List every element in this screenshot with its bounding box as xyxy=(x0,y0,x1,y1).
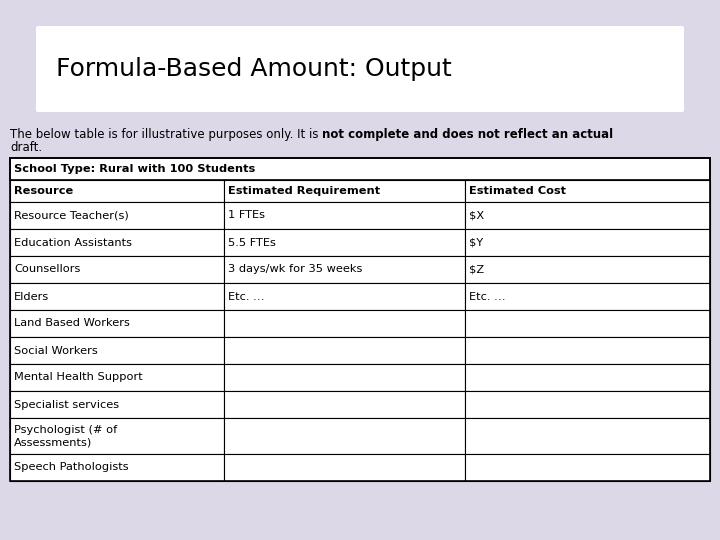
Text: The below table is for illustrative purposes only. It is: The below table is for illustrative purp… xyxy=(10,128,323,141)
Text: Etc. …: Etc. … xyxy=(228,292,264,301)
Text: Formula-Based Amount: Output: Formula-Based Amount: Output xyxy=(56,57,451,81)
Bar xyxy=(223,391,465,418)
Text: 5.5 FTEs: 5.5 FTEs xyxy=(228,238,275,247)
Text: Estimated Cost: Estimated Cost xyxy=(469,186,566,196)
Bar xyxy=(223,256,465,283)
Bar xyxy=(10,256,223,283)
Bar xyxy=(10,418,223,454)
Bar xyxy=(465,256,710,283)
Bar xyxy=(223,310,465,337)
Bar xyxy=(465,310,710,337)
Bar xyxy=(10,158,710,481)
Bar xyxy=(465,391,710,418)
FancyBboxPatch shape xyxy=(36,26,684,112)
Bar xyxy=(10,229,223,256)
Text: Social Workers: Social Workers xyxy=(14,346,98,355)
Text: 1 FTEs: 1 FTEs xyxy=(228,211,264,220)
Text: $Y: $Y xyxy=(469,238,483,247)
Bar xyxy=(465,202,710,229)
Text: Land Based Workers: Land Based Workers xyxy=(14,319,130,328)
Text: not complete and does not reflect an actual: not complete and does not reflect an act… xyxy=(323,128,613,141)
Bar xyxy=(465,337,710,364)
Bar xyxy=(10,391,223,418)
Bar xyxy=(10,454,223,481)
Bar xyxy=(465,364,710,391)
Bar xyxy=(10,337,223,364)
Text: Psychologist (# of
Assessments): Psychologist (# of Assessments) xyxy=(14,425,117,447)
Bar xyxy=(10,202,223,229)
Text: Resource Teacher(s): Resource Teacher(s) xyxy=(14,211,129,220)
Bar xyxy=(465,229,710,256)
Bar xyxy=(465,418,710,454)
Bar xyxy=(465,454,710,481)
Bar xyxy=(223,364,465,391)
Bar xyxy=(223,202,465,229)
Text: Elders: Elders xyxy=(14,292,49,301)
Text: School Type: Rural with 100 Students: School Type: Rural with 100 Students xyxy=(14,164,256,174)
Text: $Z: $Z xyxy=(469,265,484,274)
Text: Counsellors: Counsellors xyxy=(14,265,81,274)
Text: Speech Pathologists: Speech Pathologists xyxy=(14,462,129,472)
Bar xyxy=(10,158,710,180)
Text: Specialist services: Specialist services xyxy=(14,400,119,409)
Text: Education Assistants: Education Assistants xyxy=(14,238,132,247)
Bar xyxy=(465,180,710,202)
Text: Estimated Requirement: Estimated Requirement xyxy=(228,186,379,196)
Bar xyxy=(10,364,223,391)
Bar xyxy=(465,283,710,310)
Bar xyxy=(223,337,465,364)
Bar xyxy=(223,229,465,256)
Text: Resource: Resource xyxy=(14,186,73,196)
Text: 3 days/wk for 35 weeks: 3 days/wk for 35 weeks xyxy=(228,265,362,274)
Bar xyxy=(10,310,223,337)
Text: $X: $X xyxy=(469,211,484,220)
Text: Mental Health Support: Mental Health Support xyxy=(14,373,143,382)
Bar xyxy=(223,180,465,202)
Bar xyxy=(10,180,223,202)
Text: draft.: draft. xyxy=(10,141,42,154)
Text: Etc. …: Etc. … xyxy=(469,292,505,301)
Bar xyxy=(223,454,465,481)
Bar xyxy=(10,283,223,310)
Bar xyxy=(223,418,465,454)
Bar xyxy=(223,283,465,310)
